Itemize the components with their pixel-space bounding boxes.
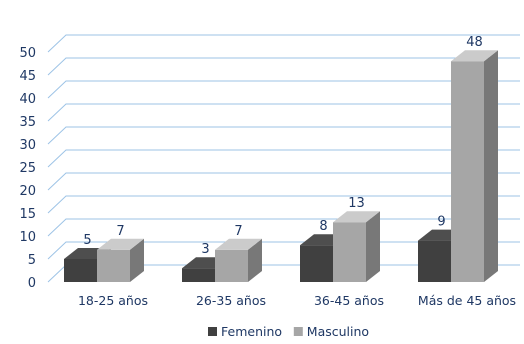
data-label: 8 bbox=[319, 219, 327, 234]
legend-swatch bbox=[208, 327, 217, 336]
gridline bbox=[47, 57, 520, 76]
data-label: 7 bbox=[234, 224, 242, 239]
data-labels: 5 7 3 7 8 13 9 48 bbox=[83, 35, 482, 257]
y-tick-label: 50 bbox=[19, 46, 36, 61]
legend-label: Masculino bbox=[307, 324, 369, 339]
legend-swatch bbox=[293, 327, 303, 336]
legend-label: Femenino bbox=[221, 324, 282, 339]
gridline bbox=[47, 149, 520, 168]
y-tick-label: 20 bbox=[19, 184, 36, 199]
y-tick-label: 25 bbox=[19, 161, 36, 176]
data-label: 3 bbox=[201, 242, 209, 257]
y-tick-label: 45 bbox=[19, 69, 36, 84]
x-category-label: Más de 45 años bbox=[418, 293, 516, 308]
y-tick-label: 15 bbox=[19, 207, 36, 222]
y-tick-label: 35 bbox=[19, 115, 36, 130]
data-label: 13 bbox=[348, 196, 365, 211]
gridline bbox=[47, 80, 520, 99]
y-tick-label: 30 bbox=[19, 138, 36, 153]
data-label: 5 bbox=[83, 233, 91, 248]
bars bbox=[64, 50, 498, 283]
x-category-label: 26-35 años bbox=[196, 293, 266, 308]
y-axis-ticks: 0 5 10 15 20 25 30 35 40 45 50 bbox=[19, 46, 36, 291]
gridlines bbox=[47, 34, 520, 283]
data-label: 48 bbox=[466, 35, 483, 50]
data-label: 7 bbox=[116, 224, 124, 239]
x-axis-categories: 18-25 años 26-35 años 36-45 años Más de 45 … bbox=[78, 293, 516, 308]
gridline bbox=[47, 103, 520, 122]
gridline bbox=[47, 195, 520, 214]
y-tick-label: 5 bbox=[28, 253, 36, 268]
gridline bbox=[47, 126, 520, 145]
gridline bbox=[47, 34, 520, 53]
bar-masculino-0 bbox=[97, 238, 144, 282]
y-tick-label: 40 bbox=[19, 92, 36, 107]
y-tick-label: 10 bbox=[19, 230, 36, 245]
data-label: 9 bbox=[437, 215, 445, 230]
bar-masculino-3 bbox=[451, 50, 498, 283]
bar-masculino-2 bbox=[333, 211, 380, 282]
gridline bbox=[47, 172, 520, 191]
x-category-label: 18-25 años bbox=[78, 293, 148, 308]
y-tick-label: 0 bbox=[28, 276, 36, 291]
x-category-label: 36-45 años bbox=[314, 293, 384, 308]
bar-masculino-1 bbox=[215, 238, 262, 282]
legend: Femenino Masculino bbox=[208, 324, 369, 339]
